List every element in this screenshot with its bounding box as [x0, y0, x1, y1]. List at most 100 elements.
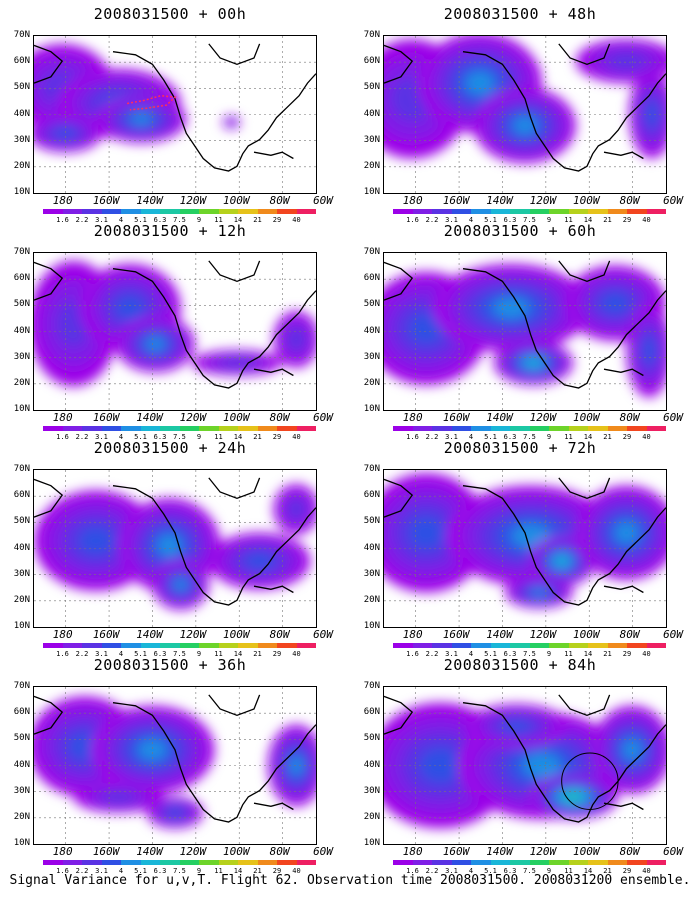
colorbar-swatch	[62, 209, 82, 214]
lon-tick-label: 80W	[269, 194, 290, 207]
colorbar-label: 3.1	[445, 433, 458, 441]
colorbar-swatch	[199, 643, 219, 648]
lon-tick-label: 100W	[222, 194, 250, 207]
colorbar-label: 11	[214, 867, 223, 875]
colorbar-label: 11	[564, 216, 573, 224]
lat-tick-label: 60N	[13, 273, 30, 284]
highlight-circle	[561, 752, 619, 810]
lat-tick-label: 60N	[13, 490, 30, 501]
colorbar-swatch	[529, 860, 549, 865]
colorbar-label: 5.1	[134, 650, 147, 658]
flight-track	[126, 94, 177, 111]
coastline-asia	[34, 261, 64, 301]
variance-contour	[157, 534, 182, 557]
colorbar-swatch	[218, 426, 238, 431]
colorbar-label: 3.1	[445, 867, 458, 875]
colorbar-label: 2.2	[75, 433, 89, 441]
lat-tick-label: 60N	[363, 56, 380, 67]
coastline-asia	[384, 261, 414, 301]
lon-tick-label: 60W	[663, 411, 683, 424]
colorbar-swatch	[140, 643, 160, 648]
colorbar-label: 14	[583, 216, 593, 224]
lon-tick-label: 180	[52, 411, 73, 424]
forecast-panel: 2008031500 + 60h 70N 60N 50N 40N 30N 20N 10N 180…	[350, 222, 690, 441]
lon-tick-label: 100W	[222, 845, 250, 858]
coastline-asia	[384, 695, 414, 735]
coastline-asia	[384, 478, 414, 518]
lon-tick-label: 140W	[136, 194, 163, 207]
colorbar-label: 6.3	[153, 433, 167, 441]
lon-tick-label: 140W	[136, 845, 163, 858]
colorbar-label: 9	[196, 433, 202, 441]
lon-tick-label: 160W	[92, 194, 120, 207]
colorbar-swatch	[471, 860, 491, 865]
colorbar-label: 6.3	[153, 867, 167, 875]
variance-contour	[287, 499, 305, 519]
colorbar-swatch	[646, 209, 666, 214]
forecast-panel: 2008031500 + 00h 70N 60N 50N 40N 30N 20N 10N 180…	[0, 5, 340, 224]
colorbar-swatch	[451, 209, 471, 214]
lat-tick-label: 10N	[363, 838, 380, 848]
colorbar-swatch	[627, 209, 647, 214]
lat-tick-label: 60N	[363, 273, 380, 284]
colorbar-swatch	[277, 643, 297, 648]
panel-title: 2008031500 + 36h	[93, 656, 247, 674]
colorbar-swatch	[121, 643, 141, 648]
lon-tick-label: 60W	[313, 194, 333, 207]
lat-tick-label: 10N	[363, 187, 380, 197]
colorbar-label: 7.5	[523, 867, 536, 875]
lon-tick-label: 180	[52, 194, 73, 207]
coastline-asia	[34, 695, 64, 735]
colorbar-label: 29	[272, 867, 282, 875]
colorbar-swatch	[568, 643, 588, 648]
colorbar-swatch	[490, 209, 510, 214]
colorbar-label: 7.5	[173, 433, 186, 441]
lat-tick-label: 50N	[363, 733, 380, 744]
colorbar-label: 9	[196, 867, 202, 875]
coastline-asia	[384, 44, 414, 84]
colorbar-swatch	[471, 209, 491, 214]
colorbar-swatch	[160, 860, 180, 865]
colorbar-label: 29	[622, 650, 632, 658]
colorbar-swatch	[121, 209, 141, 214]
colorbar-swatch	[529, 643, 549, 648]
panel-title: 2008031500 + 24h	[93, 439, 247, 457]
lat-tick-label: 70N	[363, 681, 380, 691]
colorbar-swatch	[257, 860, 277, 865]
colorbar-label: 2.2	[75, 650, 89, 658]
colorbar-swatch	[101, 426, 121, 431]
colorbar-swatch	[277, 426, 297, 431]
lon-tick-label: 60W	[313, 411, 333, 424]
colorbar-label: 7.5	[173, 216, 186, 224]
coastline-north-america	[462, 485, 666, 606]
lat-tick-label: 70N	[363, 30, 380, 40]
colorbar-swatch	[160, 643, 180, 648]
colorbar-swatch	[529, 209, 549, 214]
lat-tick-label: 70N	[363, 464, 380, 474]
colorbar-swatch	[412, 860, 432, 865]
colorbar-swatch	[277, 860, 297, 865]
colorbar-label: 40	[642, 867, 651, 875]
lon-tick-label: 120W	[179, 411, 207, 424]
colorbar-label: 40	[642, 216, 651, 224]
lat-tick-label: 40N	[13, 325, 30, 336]
colorbar-label: 1.6	[56, 650, 69, 658]
colorbar-label: 1.6	[406, 867, 419, 875]
lon-tick-label: 60W	[313, 628, 333, 641]
colorbar-label: 5.1	[134, 216, 147, 224]
colorbar-swatch	[218, 860, 238, 865]
variance-contour	[166, 808, 184, 818]
coastline-caribbean	[603, 151, 644, 160]
coastline-hudson-bay	[558, 694, 611, 716]
colorbar-label: 40	[642, 650, 651, 658]
colorbar-swatch	[432, 209, 452, 214]
colorbar-label: 3.1	[95, 867, 108, 875]
lat-tick-label: 40N	[363, 759, 380, 770]
lon-tick-label: 100W	[572, 194, 600, 207]
colorbar-swatch	[179, 209, 199, 214]
variance-contour	[555, 556, 569, 566]
lon-tick-label: 160W	[92, 628, 120, 641]
colorbar-swatch	[179, 860, 199, 865]
colorbar-swatch	[238, 209, 258, 214]
colorbar-label: 4	[118, 216, 124, 224]
